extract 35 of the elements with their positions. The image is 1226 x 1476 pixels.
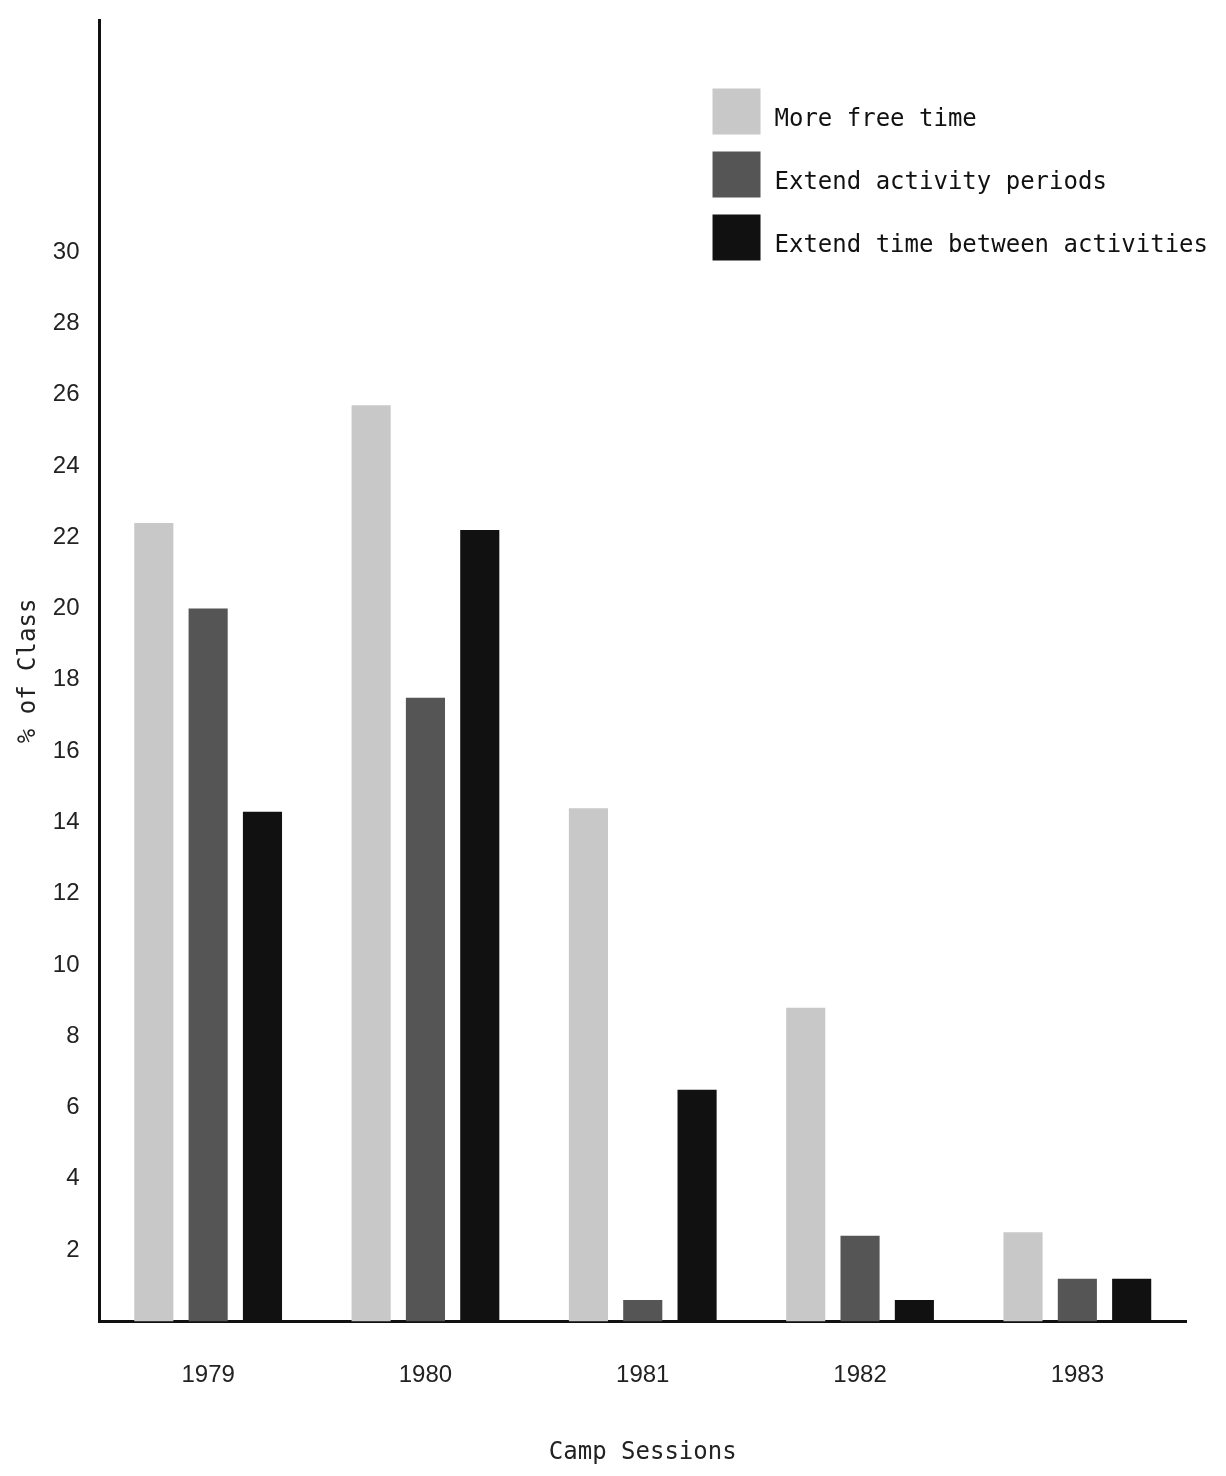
x-tick-label: 1983 — [1050, 1360, 1105, 1388]
y-tick-label: 14 — [52, 807, 80, 835]
x-tick-label: 1979 — [181, 1360, 235, 1388]
y-tick-label: 30 — [52, 236, 80, 264]
x-tick-label: 1982 — [833, 1360, 887, 1388]
y-tick-label: 2 — [66, 1234, 80, 1262]
bar — [351, 405, 391, 1322]
bar — [1003, 1232, 1043, 1322]
bar — [188, 608, 228, 1322]
legend-label: More free time — [774, 103, 977, 132]
x-tick-label: 1980 — [398, 1360, 453, 1388]
bar — [786, 1007, 826, 1322]
y-tick-label: 4 — [66, 1163, 80, 1191]
bar — [623, 1300, 663, 1322]
y-tick-label: 24 — [52, 450, 80, 478]
x-axis-title: Camp Sessions — [548, 1436, 737, 1465]
bar — [568, 808, 608, 1322]
y-tick-label: 12 — [52, 878, 80, 906]
y-axis-title: % of Class — [12, 598, 41, 744]
y-tick-label: 22 — [52, 521, 80, 549]
bar — [405, 697, 445, 1322]
y-tick-label: 26 — [52, 379, 80, 407]
y-tick-label: 6 — [66, 1092, 80, 1120]
legend-label: Extend time between activities — [774, 229, 1209, 258]
y-tick-label: 8 — [66, 1020, 80, 1048]
bar — [134, 522, 174, 1322]
y-tick-label: 28 — [52, 308, 80, 335]
bar — [840, 1235, 880, 1322]
x-tick-label: 1981 — [616, 1360, 670, 1388]
legend-label: Extend activity periods — [774, 166, 1107, 195]
y-tick-label: 16 — [52, 735, 80, 763]
y-tick-label: 10 — [52, 949, 80, 977]
bar — [1057, 1278, 1097, 1322]
y-tick-label: 20 — [52, 593, 80, 621]
y-tick-label: 18 — [52, 664, 80, 692]
